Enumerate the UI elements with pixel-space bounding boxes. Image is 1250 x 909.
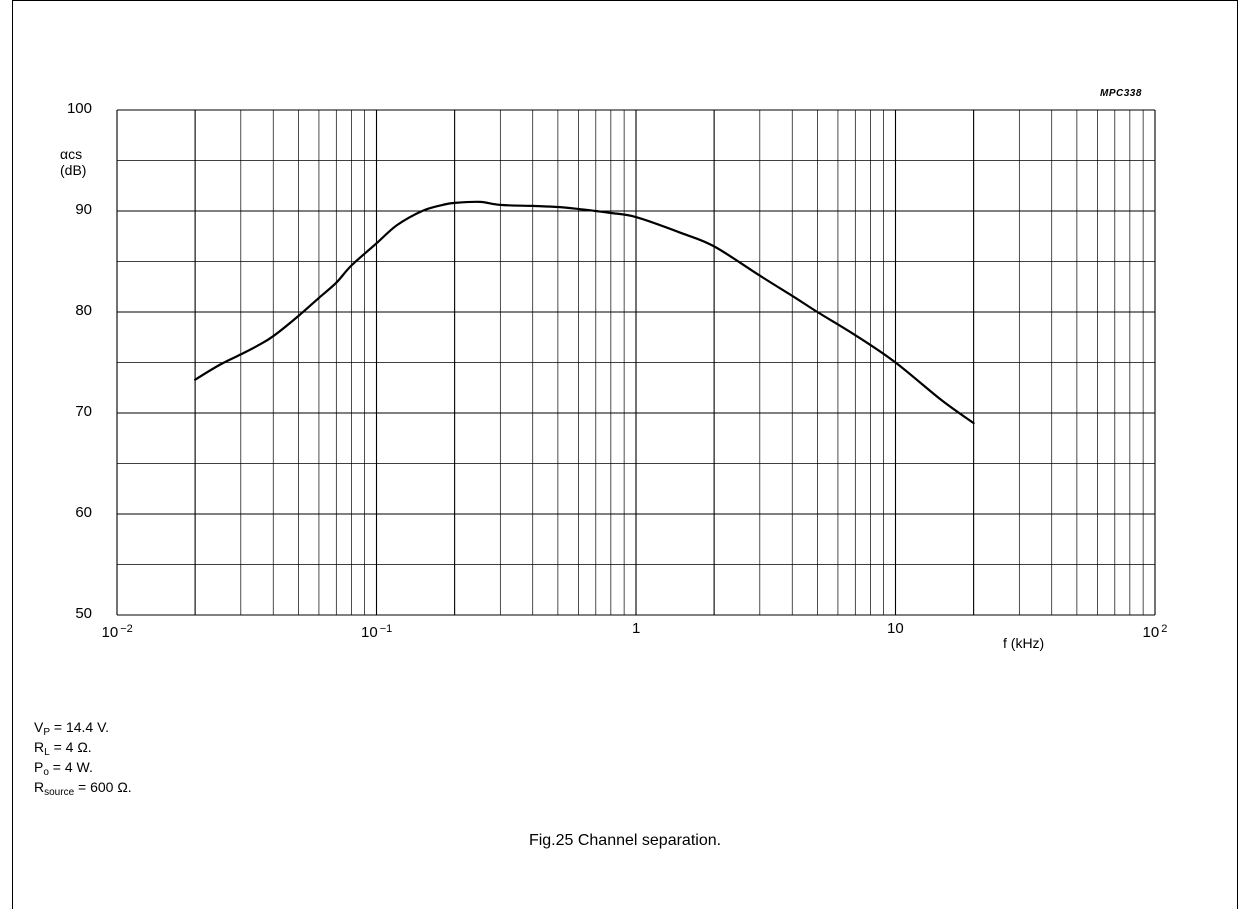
y-axis-label-unit: (dB): [60, 162, 87, 178]
figure-reference-code: MPC338: [1100, 88, 1142, 99]
y-tick-label: 100: [66, 100, 92, 117]
condition-line: VP = 14.4 V.: [34, 719, 110, 738]
x-tick-label: 10: [887, 620, 904, 637]
y-tick-label: 90: [75, 201, 92, 218]
x-tick-label: 10 2: [1142, 623, 1168, 641]
series-line-channel-separation: [194, 200, 975, 425]
x-tick-label: 10 −1: [361, 623, 393, 641]
y-tick-label: 80: [75, 302, 92, 319]
x-tick-label: 10 −2: [101, 623, 133, 641]
y-tick-label: 50: [75, 605, 92, 622]
x-axis-label: f (kHz): [1003, 635, 1045, 651]
y-axis-label-symbol: αcs: [60, 146, 83, 162]
condition-line: Rsource = 600 Ω.: [34, 779, 132, 798]
condition-line: Po = 4 W.: [34, 759, 93, 778]
x-tick-label: 1: [632, 620, 641, 637]
figure-caption: Fig.25 Channel separation.: [528, 832, 722, 849]
y-tick-label: 70: [75, 403, 92, 420]
y-tick-label: 60: [75, 504, 92, 521]
channel-separation-chart: [116, 109, 1156, 616]
chart-grid: [116, 109, 1156, 616]
condition-line: RL = 4 Ω.: [34, 739, 92, 758]
